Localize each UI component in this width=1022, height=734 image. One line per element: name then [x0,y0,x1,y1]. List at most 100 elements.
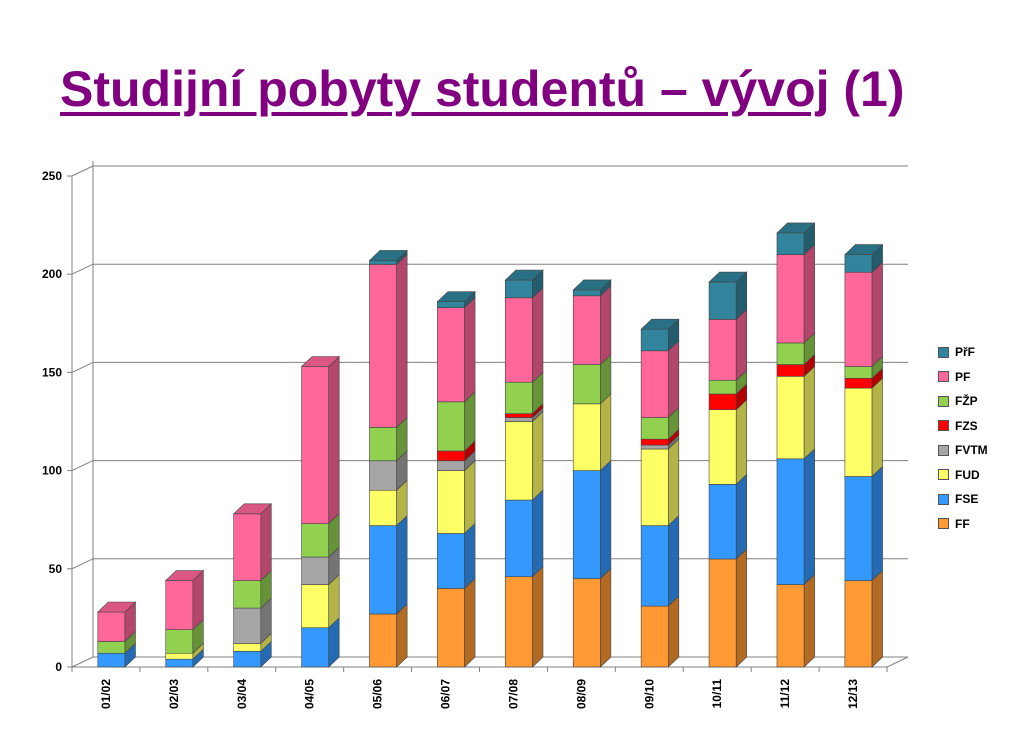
bar-stack-09-10 [640,318,680,668]
bar-segment [776,342,805,365]
bar-segment [708,409,737,485]
bar-segment [301,556,330,585]
bar-segment [708,484,737,560]
bar-top [572,279,612,291]
x-tick-label: 07/08 [506,679,520,709]
bar-stack-07-08 [504,269,544,668]
bar-segment-side [803,448,815,586]
bar-segment [437,307,465,403]
bar-segment-side [803,573,815,668]
bar-stack-02-03 [164,569,205,668]
bar-segment [97,641,126,654]
bar-segment [708,319,737,381]
bar-segment [708,379,737,395]
bar-segment [640,438,669,446]
bar-segment-side [871,569,883,668]
bar-top [504,269,544,281]
bar-segment [437,401,465,452]
legend-label: PF [955,369,971,384]
bar-segment [301,627,330,668]
bar-top [97,601,137,613]
bar-segment [844,366,873,379]
bar-segment [505,279,533,299]
bar-top [776,222,816,234]
legend-swatch [938,420,949,432]
legend-item: FZS [938,414,988,439]
gridline-side [71,558,94,570]
x-tick-label: 03/04 [235,679,249,709]
bar-segment [640,350,669,418]
gridline-side [71,165,94,177]
bar-stack-06-07 [436,290,476,668]
x-tick-label: 10/11 [710,679,724,709]
x-tick-label: 09/10 [642,679,656,709]
bar-segment [505,499,533,577]
bar-segment [572,295,601,365]
gridline-side [71,460,94,472]
bar-segment-side [396,253,408,429]
bar-segment [505,381,533,414]
legend-swatch [938,518,949,530]
legend-swatch [938,493,949,505]
legend-item: FF [938,512,988,537]
bar-segment [369,260,397,265]
bar-segment-side [464,459,476,535]
x-tick-label: 02/03 [167,679,181,709]
bar-segment [369,613,397,668]
bar-stack-01-02 [97,601,137,668]
bar-segment-side [735,308,748,381]
legend-label: FZS [955,418,978,433]
bar-segment [844,271,873,367]
bar-segment [640,525,669,607]
bar-segment-side [532,287,544,383]
bar-segment-side [464,522,476,590]
bar-segment [301,523,330,558]
bar-top [708,271,748,283]
bar-segment [572,364,601,405]
bar-stack-08-09 [572,279,612,668]
bar-segment-side [668,595,680,668]
bar-segment [505,417,533,422]
bar-segment [640,417,669,440]
bar-segment-side [532,410,544,501]
bar-segment-side [668,340,680,419]
legend-swatch [938,444,949,456]
bar-segment [844,254,873,273]
bar-segment-side [735,399,748,486]
legend-swatch [938,346,949,358]
bar-segment-side [871,465,883,582]
bar-segment [437,470,465,534]
bar-segment [437,533,465,589]
bar-segment [505,297,533,383]
bar-segment [301,366,330,524]
bar-segment [165,652,194,660]
gridline-side [71,263,94,275]
bar-segment-side [668,514,680,607]
bar-stack-03-04 [232,503,273,668]
bar-segment-side [328,355,340,525]
bar-segment-side [600,567,612,668]
legend-item: PF [938,365,988,390]
y-tick-label: 150 [42,365,62,379]
bar-segment [776,376,805,460]
x-tick-label: 08/09 [574,679,588,709]
bar-segment-side [803,243,815,344]
legend-swatch [938,395,949,407]
legend-item: FŽP [938,389,988,414]
bar-segment-side [532,565,544,668]
legend-item: FSE [938,487,988,512]
y-tick-label: 50 [49,562,63,576]
bar-segment [369,525,397,615]
x-tick-label: 01/02 [99,679,113,709]
bar-top [436,291,476,302]
legend-label: PřF [955,345,976,360]
y-tick-label: 0 [55,660,62,674]
bar-segment-side [260,503,272,582]
bar-segment [776,584,805,668]
bar-segment [844,476,873,581]
bar-segment [437,460,465,471]
bar-segment-side [600,285,612,366]
legend-item: FUD [938,463,988,488]
slide-title-suffix: (1) [829,61,905,117]
